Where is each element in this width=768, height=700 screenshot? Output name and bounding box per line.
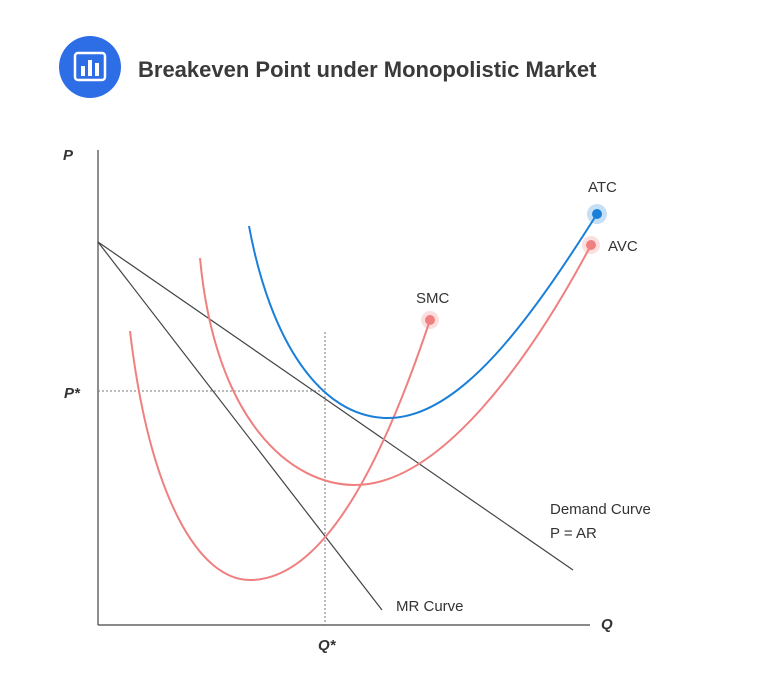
title-icon <box>59 36 121 98</box>
demand-eq-label: P = AR <box>550 525 597 542</box>
y-axis-label: P <box>63 147 74 164</box>
atc-curve <box>248 213 598 420</box>
mr-label: MR Curve <box>396 598 464 615</box>
smc-dot <box>425 315 435 325</box>
y-marker: P* <box>64 385 81 402</box>
axes <box>97 150 590 626</box>
atc-label: ATC <box>588 179 617 196</box>
avc-label: AVC <box>608 238 638 255</box>
avc-curve <box>199 244 592 487</box>
smc-label: SMC <box>416 290 450 307</box>
demand-label: Demand Curve <box>550 501 651 518</box>
title: Breakeven Point under Monopolistic Marke… <box>138 57 597 82</box>
avc-dot <box>586 240 596 250</box>
guide-lines <box>98 332 326 625</box>
x-marker: Q* <box>318 637 337 654</box>
demand-line <box>97 241 574 571</box>
atc-dot <box>592 209 602 219</box>
x-axis-label: Q <box>601 616 613 633</box>
mr-line <box>97 241 383 611</box>
smc-curve <box>129 319 431 582</box>
